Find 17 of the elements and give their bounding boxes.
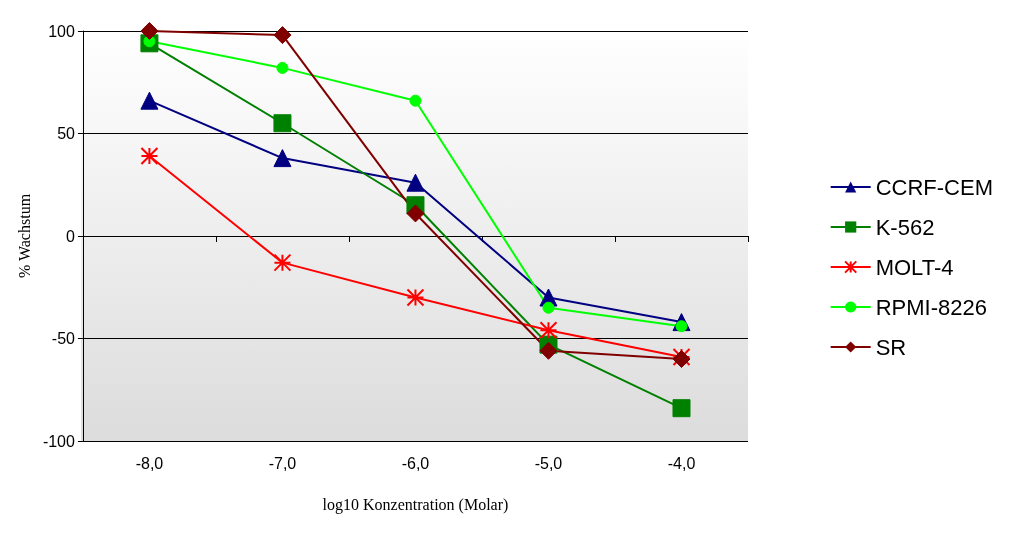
x-tick-label: -4,0: [667, 454, 696, 472]
legend-label: SR: [875, 334, 907, 360]
y-axis-title: % Wachstum: [15, 193, 33, 279]
x-tick-label: -7,0: [268, 454, 297, 472]
y-tick-label: 50: [57, 125, 76, 142]
legend-label: MOLT-4: [875, 254, 954, 280]
y-tick-label: 100: [48, 22, 76, 40]
x-tick-label: -6,0: [401, 454, 430, 472]
x-axis-title: log10 Konzentration (Molar): [322, 495, 509, 514]
legend-label: RPMI-8226: [875, 294, 987, 320]
legend-label: K-562: [875, 214, 935, 240]
y-tick-label: 0: [66, 227, 76, 245]
x-tick-label: -8,0: [135, 454, 164, 472]
legend-label: CCRF-CEM: [875, 174, 994, 200]
y-tick-label: -100: [42, 432, 76, 450]
x-tick-label: -5,0: [534, 454, 563, 472]
y-tick-label: -50: [51, 330, 76, 347]
